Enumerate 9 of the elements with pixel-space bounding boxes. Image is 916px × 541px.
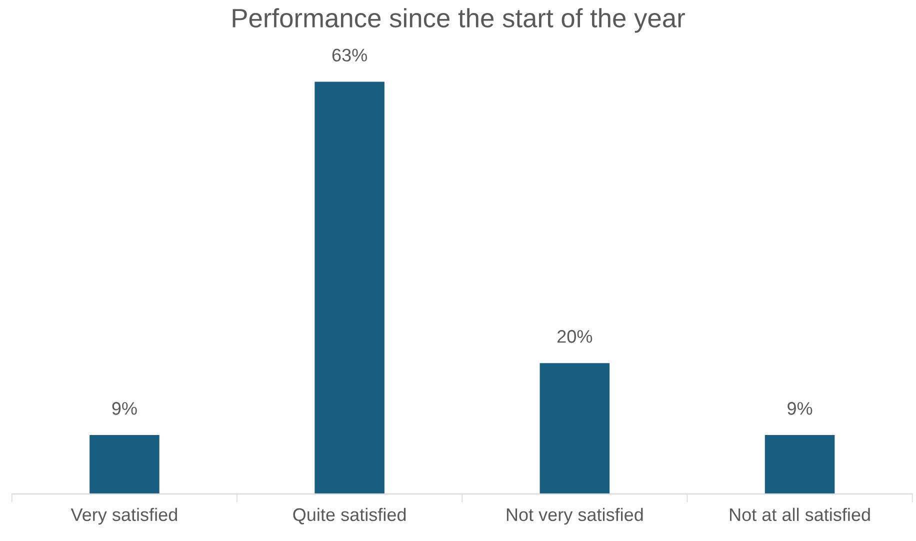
chart-title: Performance since the start of the year [232,8,685,33]
data-label: 9% [788,402,812,415]
data-label: 63% [332,48,367,62]
x-tick-label: Not very satisfied [506,508,643,525]
x-tick-label: Very satisfied [70,508,177,525]
x-tick-label: Quite satisfied [293,508,406,524]
data-label: 20% [558,330,592,343]
data-label: 9% [112,402,137,415]
x-tick-label: Not at all satisfied [730,508,870,522]
